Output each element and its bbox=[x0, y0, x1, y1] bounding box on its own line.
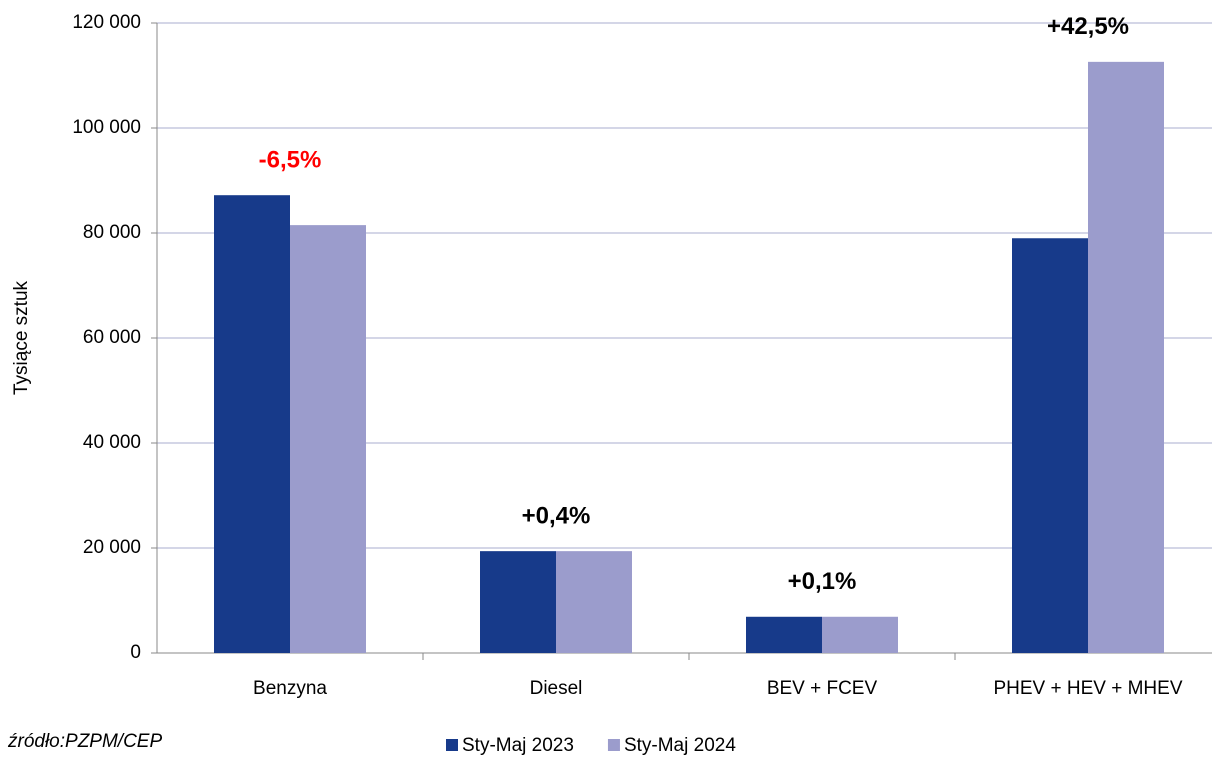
bar bbox=[746, 616, 822, 653]
y-tick-label: 60 000 bbox=[83, 327, 141, 348]
bar bbox=[556, 551, 632, 653]
bar bbox=[822, 616, 898, 653]
y-tick-label: 80 000 bbox=[83, 222, 141, 243]
bar bbox=[1088, 61, 1164, 654]
x-tick-label: Diesel bbox=[530, 678, 583, 699]
y-tick-label: 0 bbox=[130, 642, 141, 663]
annotation: +0,1% bbox=[788, 568, 857, 595]
legend-label: Sty-Maj 2023 bbox=[462, 735, 574, 756]
y-tick-label: 100 000 bbox=[72, 117, 141, 138]
y-tick-label: 20 000 bbox=[83, 537, 141, 558]
y-tick-label: 40 000 bbox=[83, 432, 141, 453]
bar bbox=[1012, 238, 1088, 653]
x-tick-label: BEV + FCEV bbox=[767, 678, 878, 699]
x-tick-label: Benzyna bbox=[253, 678, 327, 699]
bar bbox=[290, 225, 366, 653]
y-tick-label: 120 000 bbox=[72, 12, 141, 33]
legend-swatch bbox=[446, 739, 458, 751]
annotation: +0,4% bbox=[522, 502, 591, 529]
x-tick-label: PHEV + HEV + MHEV bbox=[993, 678, 1182, 699]
annotation: -6,5% bbox=[259, 147, 322, 174]
source-note: źródło:PZPM/CEP bbox=[7, 731, 162, 752]
annotation: +42,5% bbox=[1047, 13, 1129, 40]
legend-label: Sty-Maj 2024 bbox=[624, 735, 736, 756]
y-axis-label: Tysiące sztuk bbox=[11, 280, 32, 395]
legend-swatch bbox=[607, 739, 620, 751]
bar bbox=[480, 551, 556, 653]
bar bbox=[214, 195, 290, 653]
